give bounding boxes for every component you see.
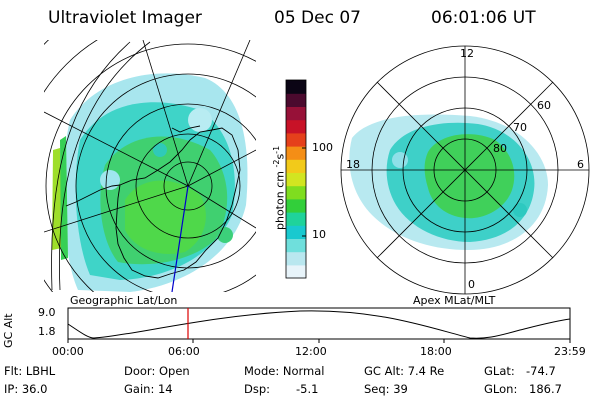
altitude-plot-frame: [67, 307, 571, 340]
altitude-xtick-1800: 18:00: [420, 345, 452, 358]
colorbar-segment: [286, 238, 306, 253]
mlat-label-80: 80: [493, 142, 507, 155]
colorbar-segment: [286, 212, 306, 226]
mlt-label-noon: 12: [460, 47, 474, 60]
glat-info-label: GLat:: [484, 364, 515, 378]
altitude-xtick-0000: 00:00: [52, 345, 84, 358]
colorbar-frame: [285, 79, 307, 279]
altitude-xtick-0600: 06:00: [168, 345, 200, 358]
instrument-title: Ultraviolet Imager: [48, 8, 202, 28]
mlat-label-70: 70: [513, 121, 527, 134]
ip-info: IP: 36.0: [4, 382, 48, 396]
altitude-ytick-high: 9.0: [38, 306, 56, 319]
colorbar-segment: [286, 93, 306, 107]
date-label: 05 Dec 07: [274, 8, 361, 28]
mlat-label-60: 60: [537, 99, 551, 112]
apex-caption: Apex MLat/MLT: [413, 294, 496, 307]
colorbar-tick-100: 100: [312, 141, 333, 154]
colorbar-segment: [286, 225, 306, 239]
geo-meridians: [44, 40, 256, 233]
colorbar-segment: [286, 106, 306, 121]
colorbar-segment: [286, 264, 306, 279]
geo-limb-arcs: [51, 41, 151, 291]
mlt-label-dusk: 18: [346, 158, 360, 171]
dateline-meridian: [171, 185, 189, 292]
door-info: Door: Open: [124, 364, 190, 378]
filter-info: Flt: LBHL: [4, 364, 56, 378]
altitude-plot: [67, 307, 571, 343]
colorbar-segment: [286, 132, 306, 147]
altitude-xtick-1200: 12:00: [295, 345, 327, 358]
dsp-info-value: -5.1: [296, 382, 319, 396]
mode-info: Mode: Normal: [244, 364, 325, 378]
glat-info-value: -74.7: [526, 364, 556, 378]
altitude-ytick-low: 1.8: [38, 325, 56, 338]
altitude-curve: [67, 310, 571, 339]
time-label: 06:01:06 UT: [431, 8, 536, 28]
geographic-panel: [44, 40, 256, 292]
geo-emission-region: [52, 73, 248, 292]
glon-info-label: GLon:: [484, 382, 518, 396]
coastline-peninsula: [65, 125, 201, 207]
colorbar-segment: [286, 80, 306, 94]
apex-panel: [340, 45, 590, 295]
gc-alt-info: GC Alt: 7.4 Re: [364, 364, 445, 378]
colorbar-segment: [286, 185, 306, 200]
mlt-label-midnight: 0: [468, 278, 475, 291]
glon-info-value: 186.7: [529, 382, 562, 396]
geo-latitude-circles: [44, 40, 256, 292]
dsp-info-label: Dsp:: [244, 382, 271, 396]
mlt-label-dawn: 6: [577, 158, 584, 171]
seq-info: Seq: 39: [364, 382, 408, 396]
colorbar: [285, 79, 307, 279]
colorbar-segment: [286, 146, 306, 160]
altitude-ylabel: GC Alt: [2, 313, 15, 348]
colorbar-unit-label: photon cm -2s-1: [272, 145, 287, 230]
gain-info: Gain: 14: [124, 382, 173, 396]
coastline: [115, 127, 241, 279]
colorbar-segment: [286, 172, 306, 187]
apex-mlt-lines: [341, 46, 589, 294]
geographic-caption: Geographic Lat/Lon: [70, 294, 178, 307]
altitude-x-ticks: [67, 339, 571, 343]
colorbar-segment: [286, 251, 306, 266]
colorbar-segment: [286, 159, 306, 173]
colorbar-segment: [286, 198, 306, 213]
colorbar-segment: [286, 119, 306, 134]
colorbar-tick-10: 10: [312, 228, 326, 241]
altitude-xtick-2359: 23:59: [554, 345, 586, 358]
